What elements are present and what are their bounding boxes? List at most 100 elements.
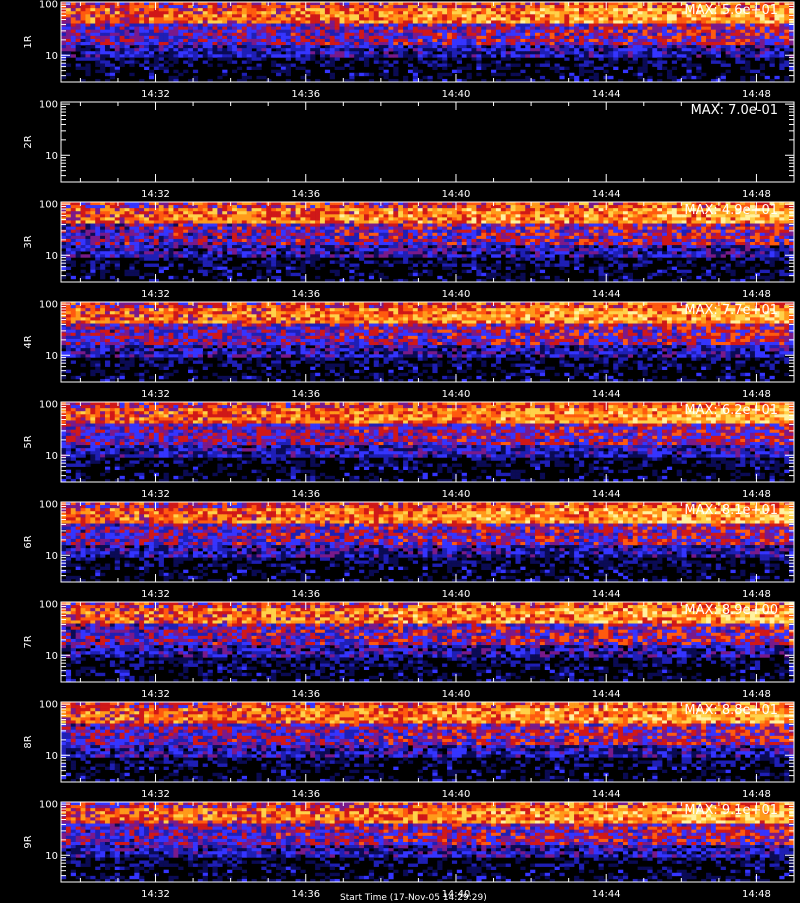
heatmap-cell [354, 227, 359, 230]
heatmap-cell [677, 217, 682, 220]
heatmap-cell [384, 217, 389, 220]
heatmap-cell [349, 214, 354, 217]
heatmap-cell [413, 202, 418, 205]
heatmap-cell [628, 48, 633, 51]
heatmap-cell [247, 48, 252, 51]
heatmap-cell [623, 220, 628, 223]
heatmap-cell [66, 36, 71, 39]
heatmap-cell [154, 42, 159, 45]
heatmap-cell [535, 227, 540, 230]
heatmap-cell [139, 42, 144, 45]
heatmap-cell [300, 8, 305, 11]
heatmap-cell [691, 24, 696, 27]
heatmap-cell [388, 214, 393, 217]
heatmap-cell [276, 48, 281, 51]
heatmap-cell [657, 20, 662, 23]
heatmap-cell [81, 54, 86, 57]
heatmap-cell [574, 27, 579, 30]
heatmap-cell [574, 214, 579, 217]
heatmap-cell [169, 36, 174, 39]
heatmap-cell [628, 214, 633, 217]
heatmap-cell [384, 205, 389, 208]
heatmap-cell [315, 217, 320, 220]
heatmap-cell [247, 20, 252, 23]
heatmap-cell [325, 48, 330, 51]
heatmap-cell [266, 236, 271, 239]
heatmap-cell [442, 214, 447, 217]
heatmap-cell [638, 36, 643, 39]
heatmap-cell [774, 233, 779, 236]
heatmap-cell [457, 27, 462, 30]
heatmap-cell [237, 24, 242, 27]
heatmap-cell [662, 202, 667, 205]
heatmap-cell [100, 11, 105, 14]
heatmap-cell [164, 8, 169, 11]
heatmap-cell [276, 202, 281, 205]
heatmap-cell [398, 224, 403, 227]
heatmap-cell [212, 30, 217, 33]
heatmap-cell [662, 227, 667, 230]
heatmap-cell [129, 8, 134, 11]
heatmap-cell [349, 73, 354, 76]
heatmap-cell [120, 217, 125, 220]
heatmap-cell [462, 51, 467, 54]
heatmap-cell [633, 11, 638, 14]
heatmap-cell [633, 214, 638, 217]
heatmap-cell [471, 224, 476, 227]
heatmap-cell [227, 224, 232, 227]
heatmap-cell [115, 217, 120, 220]
heatmap-cell [222, 211, 227, 214]
heatmap-cell [452, 45, 457, 48]
heatmap-cell [369, 48, 374, 51]
heatmap-cell [579, 227, 584, 230]
heatmap-cell [750, 20, 755, 23]
heatmap-cell [217, 205, 222, 208]
heatmap-cell [393, 27, 398, 30]
heatmap-cell [198, 230, 203, 233]
heatmap-cell [520, 220, 525, 223]
heatmap-cell [90, 24, 95, 27]
heatmap-cell [203, 236, 208, 239]
heatmap-cell [212, 17, 217, 20]
heatmap-cell [437, 202, 442, 205]
heatmap-cell [310, 14, 315, 17]
heatmap-cell [212, 33, 217, 36]
heatmap-cell [657, 60, 662, 63]
heatmap-cell [442, 11, 447, 14]
heatmap-cell [428, 39, 433, 42]
heatmap-cell [515, 51, 520, 54]
heatmap-cell [256, 20, 261, 23]
heatmap-cell [227, 60, 232, 63]
heatmap-cell [564, 224, 569, 227]
heatmap-cell [638, 42, 643, 45]
heatmap-cell [403, 202, 408, 205]
heatmap-cell [501, 36, 506, 39]
heatmap-cell [633, 224, 638, 227]
heatmap-cell [623, 30, 628, 33]
heatmap-cell [125, 51, 130, 54]
heatmap-cell [217, 5, 222, 8]
heatmap-cell [432, 48, 437, 51]
heatmap-cell [467, 27, 472, 30]
heatmap-cell [574, 36, 579, 39]
heatmap-cell [296, 51, 301, 54]
heatmap-cell [95, 20, 100, 23]
heatmap-cell [85, 57, 90, 60]
heatmap-cell [344, 224, 349, 227]
heatmap-cell [105, 11, 110, 14]
heatmap-cell [442, 57, 447, 60]
heatmap-cell [721, 60, 726, 63]
heatmap-cell [696, 67, 701, 70]
heatmap-cell [256, 24, 261, 27]
heatmap-cell [364, 64, 369, 67]
heatmap-cell [227, 236, 232, 239]
heatmap-cell [237, 45, 242, 48]
heatmap-cell [344, 42, 349, 45]
heatmap-cell [501, 220, 506, 223]
heatmap-cell [471, 24, 476, 27]
heatmap-cell [569, 36, 574, 39]
heatmap-cell [320, 220, 325, 223]
heatmap-cell [770, 33, 775, 36]
heatmap-cell [628, 39, 633, 42]
heatmap-cell [271, 14, 276, 17]
